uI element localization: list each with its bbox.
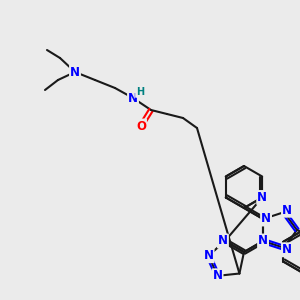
- Text: H: H: [136, 87, 144, 97]
- Text: N: N: [261, 212, 271, 226]
- Text: N: N: [218, 235, 228, 248]
- Text: O: O: [136, 119, 146, 133]
- Text: N: N: [70, 65, 80, 79]
- Text: N: N: [257, 191, 267, 204]
- Text: N: N: [128, 92, 138, 104]
- Text: N: N: [258, 235, 268, 248]
- Text: N: N: [204, 249, 214, 262]
- Text: N: N: [212, 269, 223, 282]
- Text: N: N: [282, 243, 292, 256]
- Text: N: N: [282, 204, 292, 217]
